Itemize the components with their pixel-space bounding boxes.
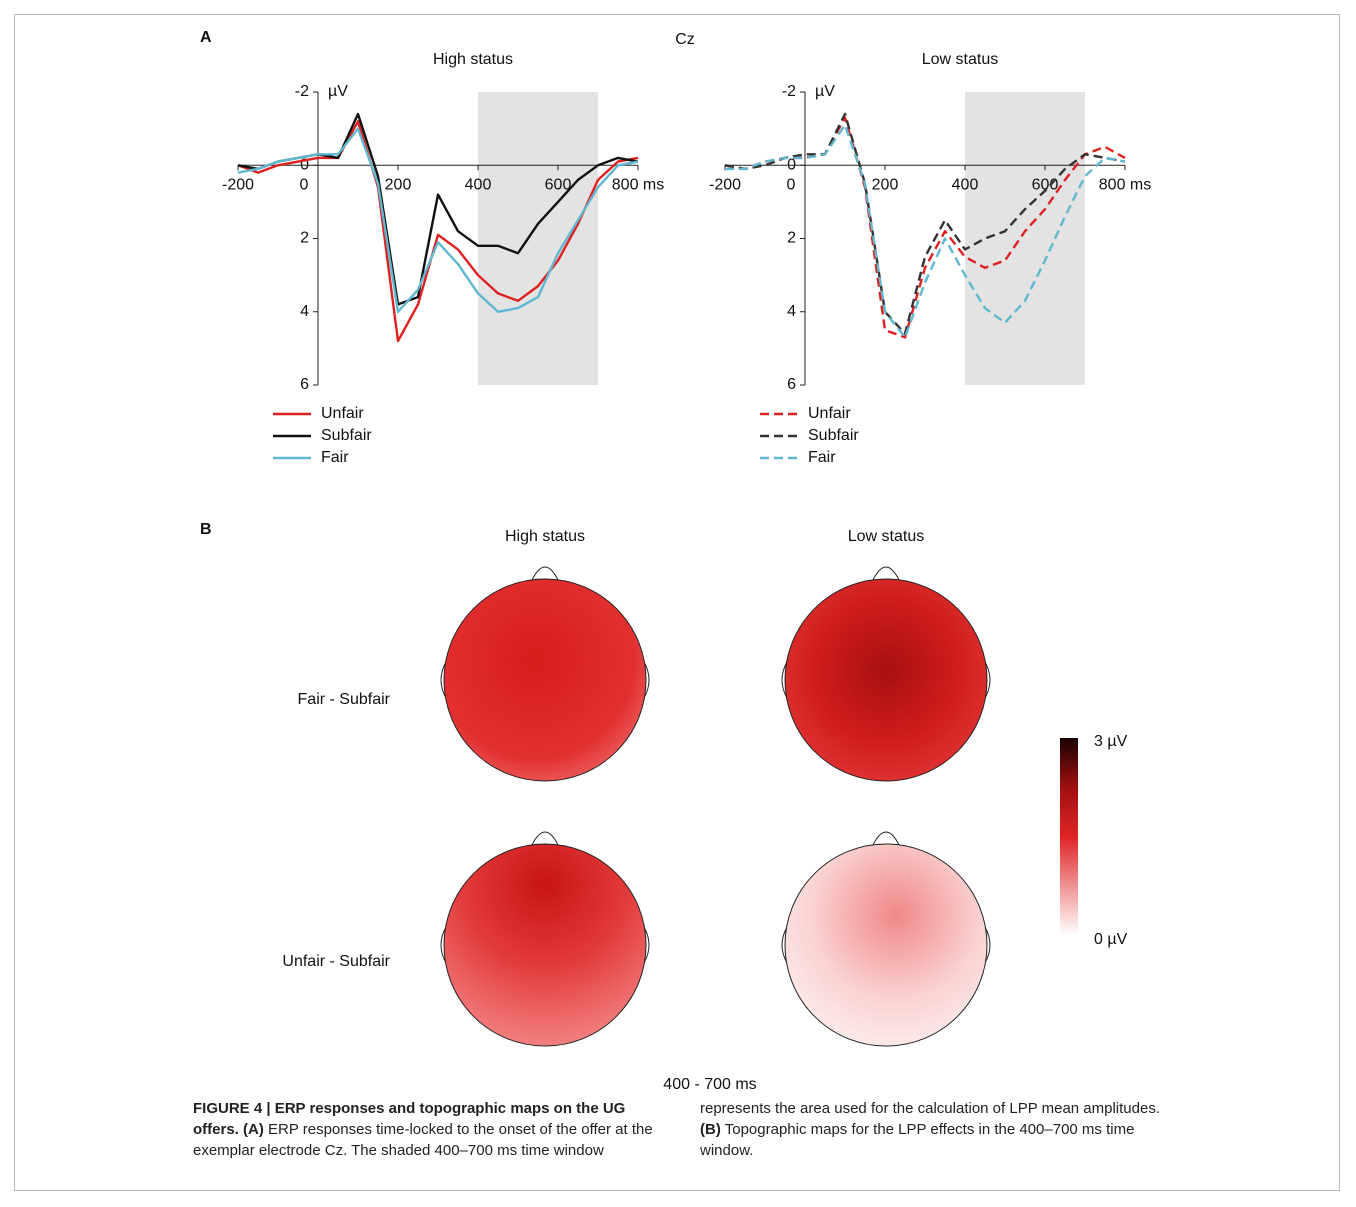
y-tick-label: 4 bbox=[300, 303, 309, 320]
colorbar-label: 0 µV bbox=[1094, 931, 1128, 948]
row-label: Fair - Subfair bbox=[298, 691, 391, 708]
x-tick-label: -200 bbox=[222, 176, 254, 193]
x-tick-label: 400 bbox=[465, 176, 492, 193]
topomap bbox=[785, 844, 987, 1046]
row-label: Unfair - Subfair bbox=[282, 953, 390, 970]
y-tick-label: 6 bbox=[300, 376, 309, 393]
x-tick-label: 0 bbox=[300, 176, 309, 193]
caption-label: (A) bbox=[243, 1121, 264, 1138]
caption-label: (B) bbox=[700, 1121, 721, 1138]
y-tick-label: 2 bbox=[787, 230, 796, 247]
y-tick-label: -2 bbox=[295, 83, 309, 100]
legend-label: Unfair bbox=[321, 405, 364, 422]
legend-label: Subfair bbox=[808, 427, 859, 444]
x-tick-label: 200 bbox=[872, 176, 899, 193]
analysis-window bbox=[965, 92, 1085, 385]
topomap bbox=[785, 579, 987, 781]
panel-label: A bbox=[200, 29, 212, 46]
y-tick-label: 2 bbox=[300, 230, 309, 247]
electrode-title: Cz bbox=[675, 31, 695, 48]
x-tick-label: 800 ms bbox=[612, 176, 664, 193]
x-tick-label: 800 ms bbox=[1099, 176, 1151, 193]
x-tick-label: 0 bbox=[787, 176, 796, 193]
y-tick-label: 6 bbox=[787, 376, 796, 393]
column-title: High status bbox=[505, 528, 585, 545]
legend-label: Unfair bbox=[808, 405, 851, 422]
topomap bbox=[444, 579, 646, 781]
colorbar-label: 3 µV bbox=[1094, 733, 1128, 750]
y-tick-label: 4 bbox=[787, 303, 796, 320]
caption-text: Topographic maps for the LPP effects in … bbox=[700, 1121, 1134, 1159]
x-tick-label: 400 bbox=[952, 176, 979, 193]
page: {"panel_a": {"label": "A", "title": "Cz"… bbox=[0, 0, 1356, 1207]
panel-label: B bbox=[200, 521, 212, 538]
y-axis-label: µV bbox=[328, 83, 348, 100]
legend-label: Fair bbox=[808, 449, 836, 466]
chart-title: Low status bbox=[922, 51, 998, 68]
column-title: Low status bbox=[848, 528, 924, 545]
caption: FIGURE 4 | ERP responses and topographic… bbox=[193, 1098, 1173, 1161]
y-axis-label: µV bbox=[815, 83, 835, 100]
colorbar bbox=[1060, 738, 1078, 935]
x-tick-label: 200 bbox=[385, 176, 412, 193]
legend-label: Subfair bbox=[321, 427, 372, 444]
figure: A Cz B High status Low status Fair - Sub… bbox=[0, 0, 1356, 1095]
x-tick-label: -200 bbox=[709, 176, 741, 193]
chart-title: High status bbox=[433, 51, 513, 68]
analysis-window bbox=[478, 92, 598, 385]
time-window-label: 400 - 700 ms bbox=[663, 1076, 756, 1093]
y-tick-label: -2 bbox=[782, 83, 796, 100]
topomap bbox=[444, 844, 646, 1046]
legend-label: Fair bbox=[321, 449, 349, 466]
